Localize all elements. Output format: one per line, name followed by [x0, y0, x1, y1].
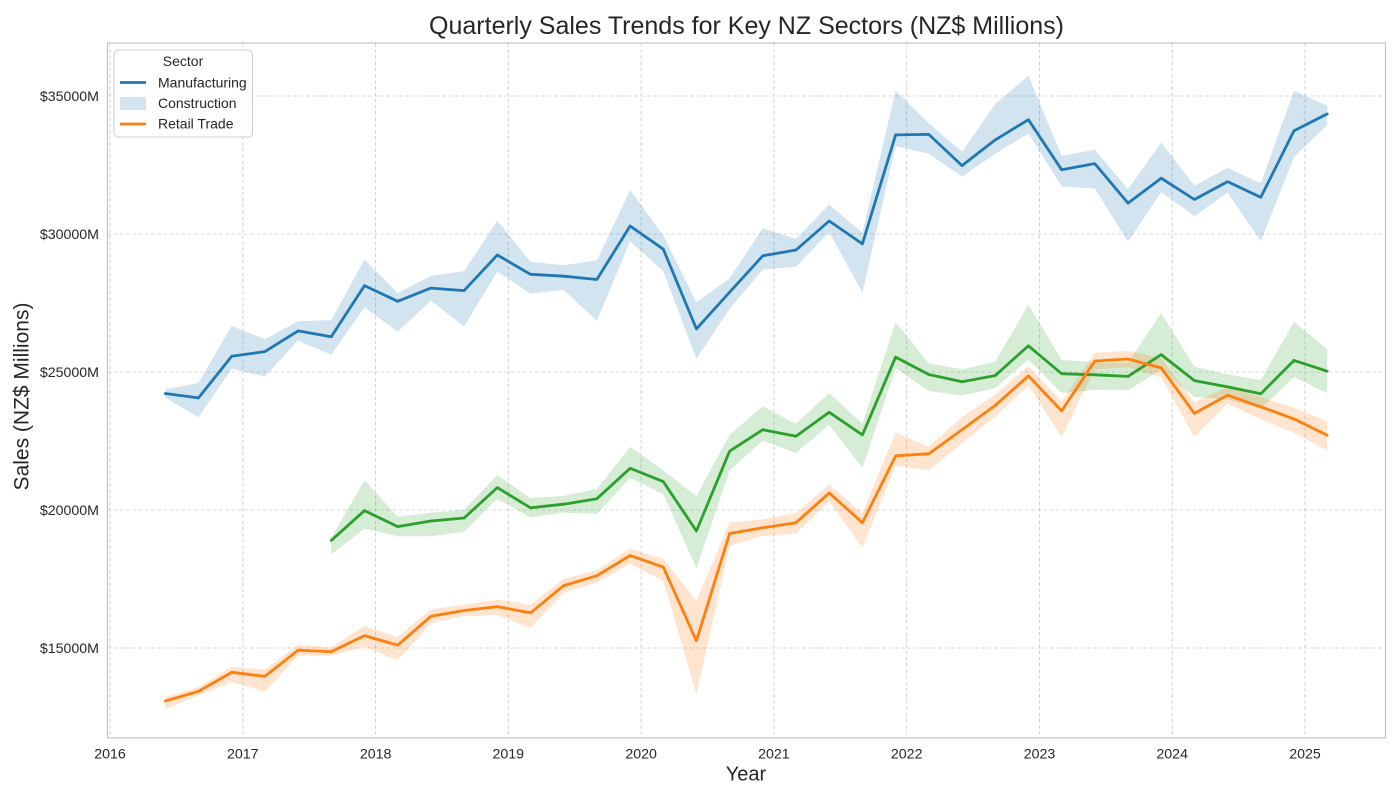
svg-text:2018: 2018	[360, 747, 392, 763]
svg-text:Sales (NZ$ Millions): Sales (NZ$ Millions)	[11, 303, 34, 491]
svg-text:$25000M: $25000M	[40, 365, 99, 381]
svg-text:2017: 2017	[227, 747, 259, 763]
svg-text:2023: 2023	[1024, 747, 1056, 763]
svg-text:2020: 2020	[625, 747, 657, 763]
svg-text:2022: 2022	[891, 747, 923, 763]
svg-text:Manufacturing: Manufacturing	[158, 75, 247, 91]
svg-text:Year: Year	[726, 764, 767, 786]
svg-text:2016: 2016	[94, 747, 126, 763]
svg-text:Retail Trade: Retail Trade	[158, 116, 234, 132]
svg-text:2025: 2025	[1289, 747, 1321, 763]
svg-text:$35000M: $35000M	[40, 89, 99, 105]
svg-text:2021: 2021	[758, 747, 790, 763]
svg-text:$20000M: $20000M	[40, 503, 99, 519]
svg-text:Construction: Construction	[158, 95, 237, 111]
svg-text:Quarterly Sales Trends for Key: Quarterly Sales Trends for Key NZ Sector…	[429, 12, 1064, 40]
svg-text:Sector: Sector	[163, 53, 204, 69]
svg-text:$15000M: $15000M	[40, 641, 99, 657]
svg-text:2024: 2024	[1156, 747, 1188, 763]
svg-text:$30000M: $30000M	[40, 227, 99, 243]
svg-text:2019: 2019	[493, 747, 525, 763]
